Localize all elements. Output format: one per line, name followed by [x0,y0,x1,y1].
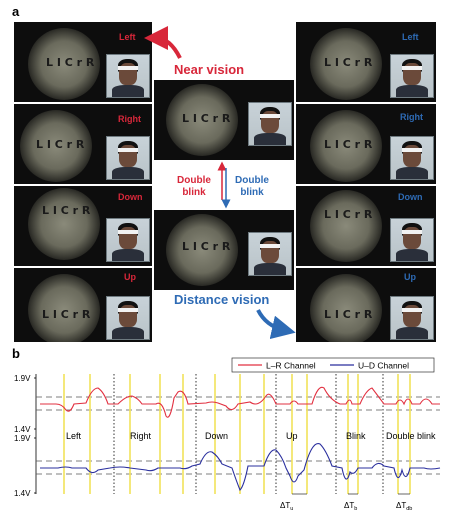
delta-t-db-label: ΔTdb [396,501,412,512]
event-markers [63,374,411,494]
subject-photo [248,232,292,276]
left-frame-right: L I C r R Right [14,104,152,184]
segment-label-blink: Blink [346,431,366,441]
subject-photo [106,296,150,340]
panel-b-label: b [12,346,20,361]
subject-photo [390,136,434,180]
subject-photo [106,136,150,180]
double-blink-red-label: Double blink [177,175,211,198]
frame-caption: Up [404,272,416,282]
eog-signal-plot: L–R Channel U–D Channel 1.9V 1.4V 1.9V 1… [14,357,441,512]
left-frame-down: L I C r R Down [14,186,152,266]
delta-t-b-label: ΔTb [344,501,357,512]
subject-photo [106,54,150,98]
subject-photo [248,102,292,146]
center-frame-near: L I C r R [154,80,294,160]
lr-channel-trace [40,386,440,418]
frame-caption: Down [118,192,143,202]
right-frame-down: L I C r R Down [296,186,436,266]
legend-ud: U–D Channel [358,361,409,371]
center-frame-distance: L I C r R [154,210,294,290]
legend-lr: L–R Channel [266,361,316,371]
ud-channel-trace [40,442,441,491]
subject-photo [106,218,150,262]
delta-t-u-label: ΔTu [280,501,293,512]
right-frame-up: L I C r R Up [296,268,436,342]
y-label-ud-top: 1.9V [14,434,31,443]
frame-caption: Right [400,112,423,122]
distance-arrow [256,309,296,340]
frame-caption: Right [118,114,141,124]
left-frame-up: L I C r R Up [14,268,152,342]
frame-caption: Down [398,192,423,202]
subject-photo [390,54,434,98]
right-frame-left: L I C r R Left [296,22,436,102]
right-frame-right: L I C r R Right [296,104,436,184]
segment-label-left: Left [66,431,82,441]
y-label-ud-bottom: 1.4V [14,489,31,498]
frame-caption: Up [124,272,136,282]
panel-a-label: a [12,4,20,19]
segment-label-right: Right [130,431,152,441]
frame-caption: Left [119,32,136,42]
double-blink-blue-label: Double blink [235,175,269,198]
near-arrow [144,26,182,59]
near-vision-label: Near vision [174,62,245,77]
subject-photo [390,218,434,262]
segment-label-double-blink: Double blink [386,431,436,441]
y-label-lr-bottom: 1.4V [14,425,31,434]
segment-separators [113,374,384,494]
subject-photo [390,296,434,340]
frame-caption: Left [402,32,419,42]
y-label-lr-top: 1.9V [14,374,31,383]
segment-label-down: Down [205,431,228,441]
left-frame-left: L I C r R Left [14,22,152,102]
segment-label-up: Up [286,431,298,441]
distance-vision-label: Distance vision [174,292,270,307]
